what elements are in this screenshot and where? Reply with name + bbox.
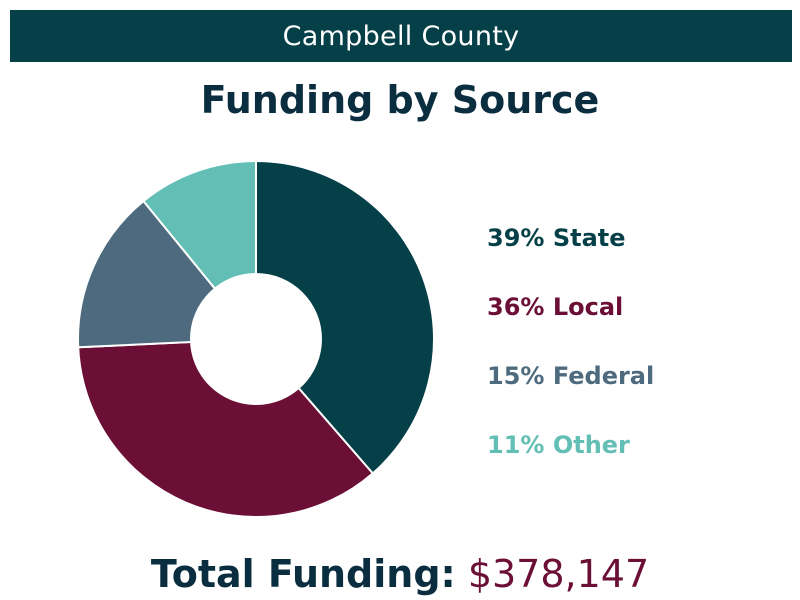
legend-item-federal: 15% Federal [487,358,654,427]
legend-percent: 36% [487,293,545,321]
slice-local [77,337,375,518]
legend-percent: 39% [487,224,545,252]
legend-label: Other [552,431,630,459]
legend-percent: 15% [487,362,545,390]
legend-item-other: 11% Other [487,427,654,496]
legend-label: State [552,224,626,252]
total-funding: Total Funding: $378,147 [0,552,800,596]
slice-state [255,159,435,475]
legend-label: Federal [552,362,655,390]
legend-percent: 11% [487,431,545,459]
legend-item-local: 36% Local [487,289,654,358]
total-funding-value: $378,147 [467,552,650,596]
donut-hole [190,273,322,405]
header-bar: Campbell County [10,10,792,62]
legend-item-state: 39% State [487,220,654,289]
total-funding-label: Total Funding: [150,552,456,596]
chart-title: Funding by Source [200,78,600,122]
county-name: Campbell County [282,20,520,52]
legend-label: Local [552,293,624,321]
legend: 39% State 36% Local 15% Federal 11% Othe… [487,220,654,496]
